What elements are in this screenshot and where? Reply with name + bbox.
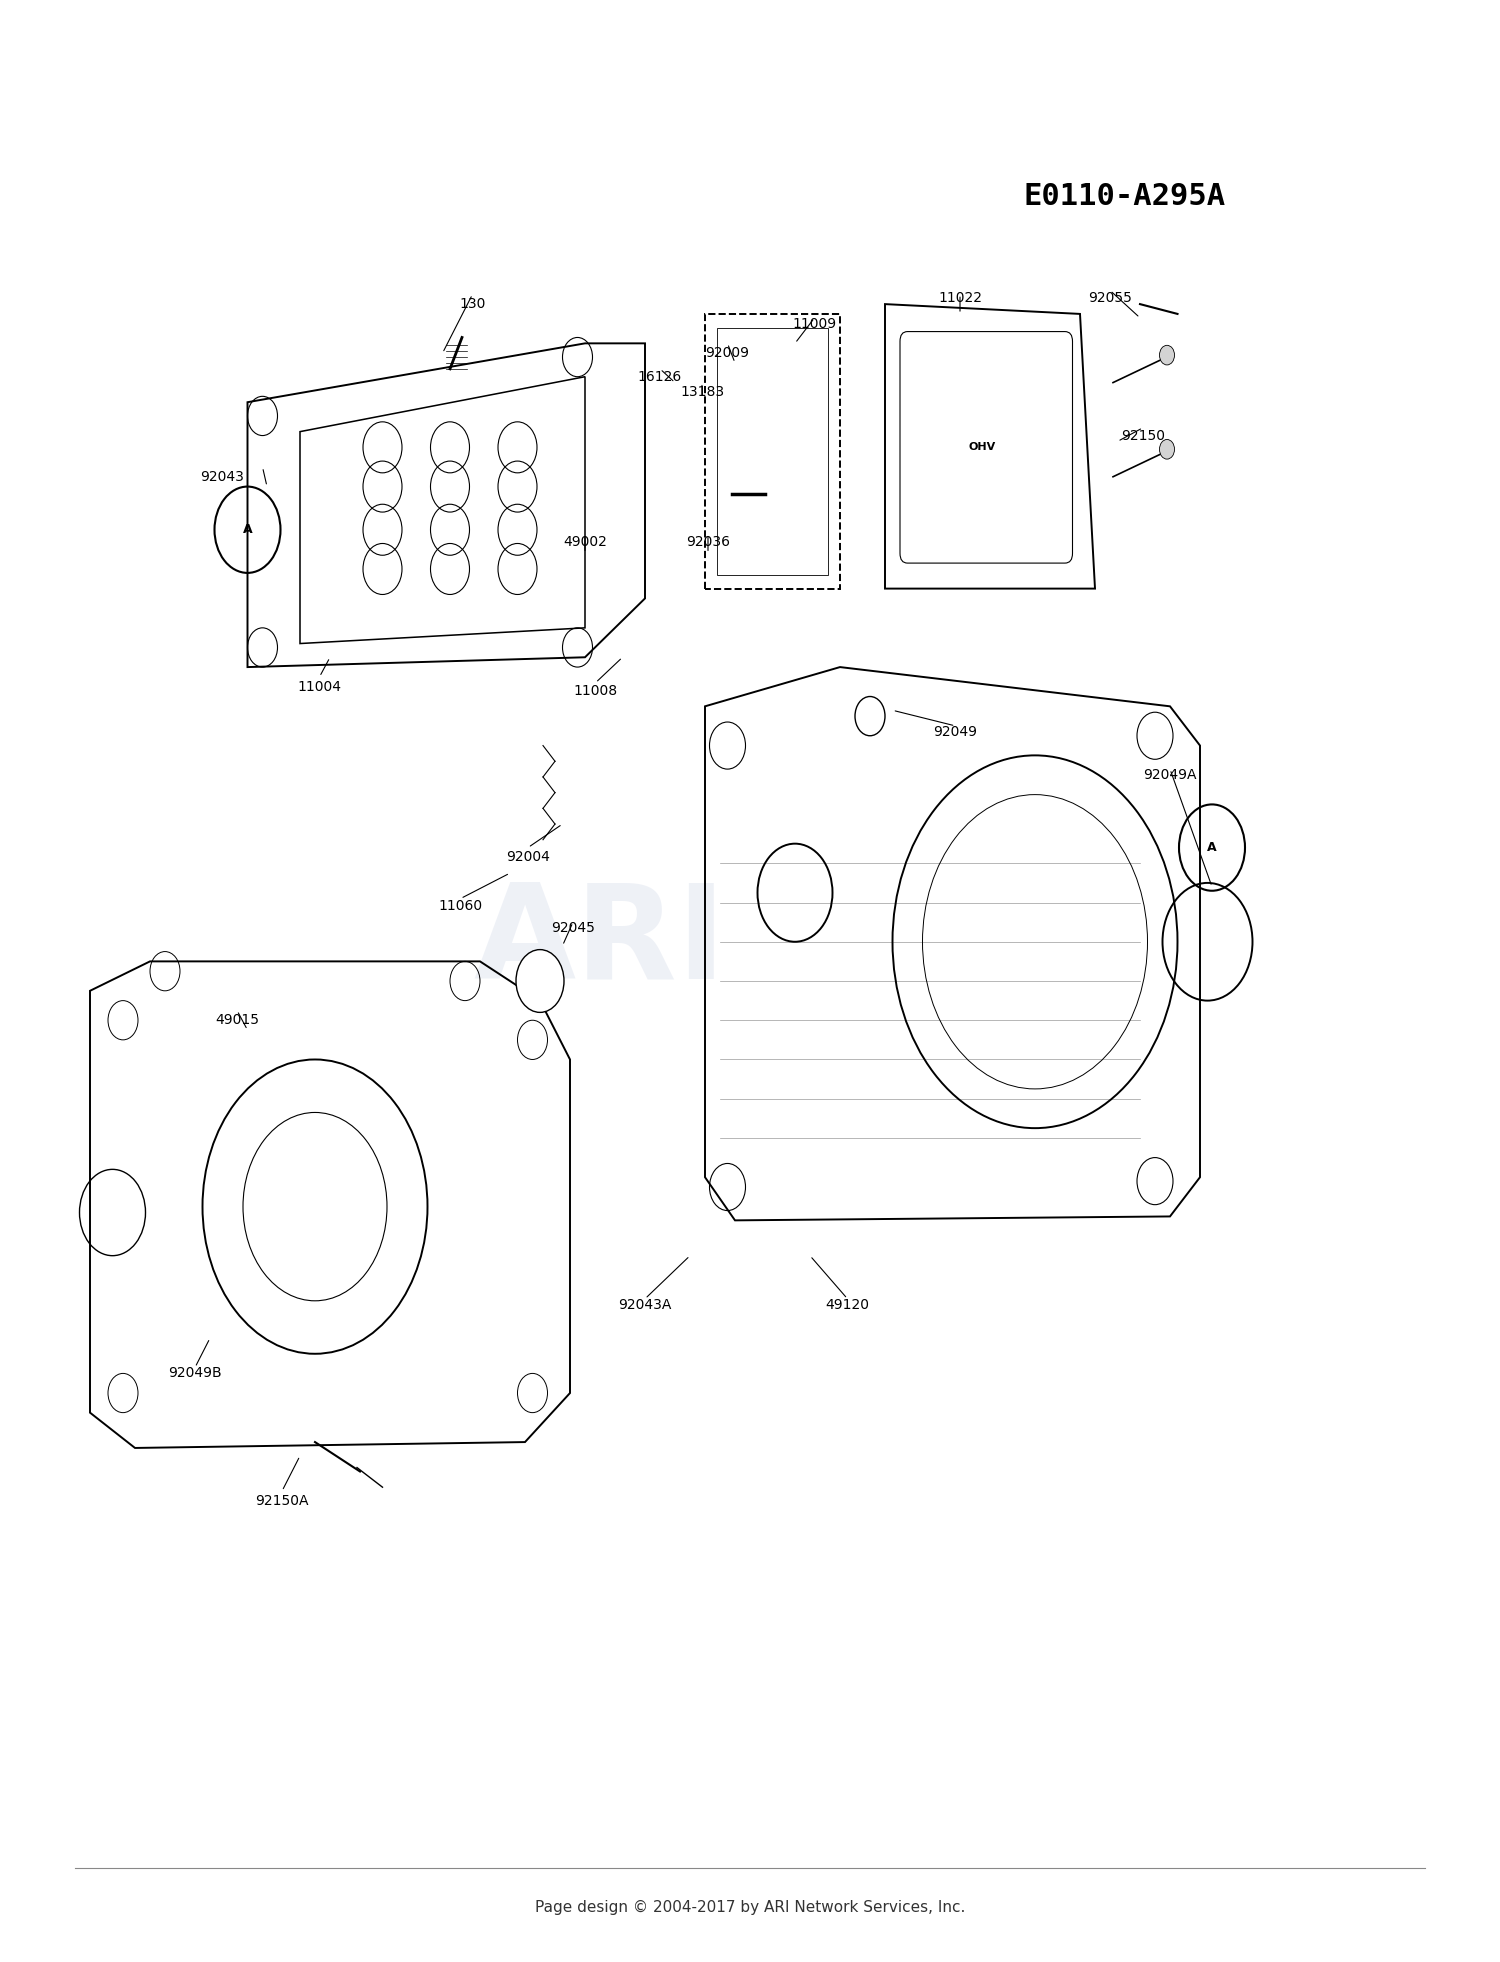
Text: 92055: 92055	[1088, 290, 1132, 306]
Text: A: A	[1208, 842, 1216, 853]
Text: 11009: 11009	[792, 316, 837, 332]
Text: A: A	[243, 524, 252, 536]
Text: 49015: 49015	[214, 1012, 260, 1028]
Text: 92049A: 92049A	[1143, 767, 1197, 783]
Text: Page design © 2004-2017 by ARI Network Services, Inc.: Page design © 2004-2017 by ARI Network S…	[536, 1899, 964, 1915]
Text: 11004: 11004	[297, 679, 342, 695]
Text: 92150A: 92150A	[255, 1493, 309, 1509]
Text: 92049B: 92049B	[168, 1366, 222, 1381]
Text: 11008: 11008	[573, 683, 618, 698]
Circle shape	[855, 697, 885, 736]
Text: 49002: 49002	[562, 534, 608, 549]
Text: 92049: 92049	[933, 724, 978, 740]
Text: 49120: 49120	[825, 1297, 870, 1313]
Text: 92009: 92009	[705, 345, 750, 361]
Text: OHV: OHV	[969, 441, 996, 453]
Text: 16126: 16126	[638, 369, 682, 385]
Text: 11060: 11060	[438, 899, 483, 914]
Text: 92043: 92043	[200, 469, 244, 485]
Text: E0110-A295A: E0110-A295A	[1024, 182, 1225, 210]
Circle shape	[516, 950, 564, 1012]
Circle shape	[1160, 439, 1174, 459]
Text: 92043A: 92043A	[618, 1297, 672, 1313]
Text: 11022: 11022	[938, 290, 982, 306]
Text: 92036: 92036	[686, 534, 730, 549]
Text: ARI: ARI	[474, 879, 726, 1005]
Text: 13183: 13183	[680, 385, 724, 400]
Circle shape	[1160, 345, 1174, 365]
Text: 92150: 92150	[1120, 428, 1166, 443]
Text: 130: 130	[459, 296, 486, 312]
Text: 92045: 92045	[550, 920, 596, 936]
Text: 92004: 92004	[506, 850, 550, 865]
